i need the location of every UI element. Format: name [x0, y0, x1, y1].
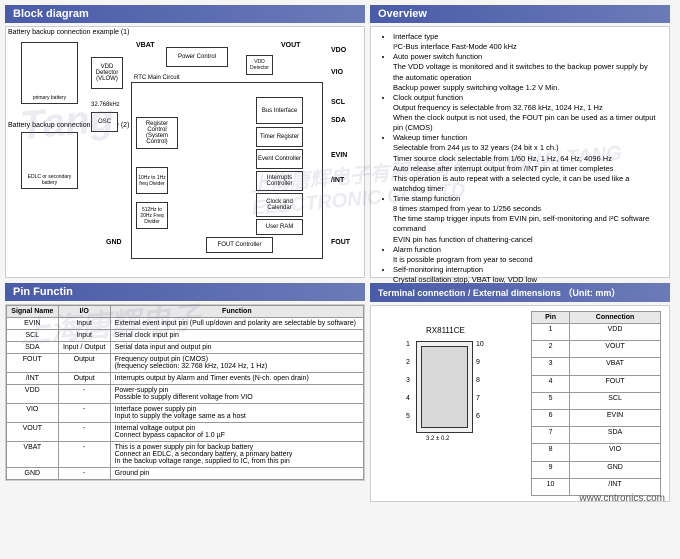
- overview-item: Time stamp function8 times stamped from …: [393, 194, 659, 245]
- pin-header: Pin Functin: [5, 283, 365, 301]
- table-row: 6EVIN: [532, 409, 661, 426]
- table-row: SDAInput / OutputSerial data input and o…: [7, 342, 364, 354]
- table-row: FOUTOutputFrequency output pin (CMOS) (f…: [7, 354, 364, 373]
- table-row: 3VBAT: [532, 358, 661, 375]
- overview-item: Alarm functionIt is possible program fro…: [393, 245, 659, 265]
- clock-cal: Clock and Calendar: [256, 193, 303, 217]
- table-row: EVINInputExternal event input pin (Pull …: [7, 318, 364, 330]
- conn-table: PinConnection 1VDD2VOUT3VBAT4FOUT5SCL6EV…: [531, 311, 661, 496]
- table-row: SCLInputSerial clock input pin: [7, 330, 364, 342]
- overview-panel: Interface typeI²C-Bus interface Fast-Mod…: [370, 26, 670, 278]
- terminal-header: Terminal connection / External dimension…: [370, 283, 670, 302]
- vdet-box: VDD Detector (VLOW): [91, 57, 123, 89]
- block-diagram-panel: Battery backup connection example (1) Ba…: [5, 26, 365, 278]
- table-row: VDD-Power-supply pin Possible to supply …: [7, 385, 364, 404]
- power-control: Power Control: [166, 47, 228, 67]
- footer-url: www.cntronics.com: [579, 493, 665, 504]
- pin-table: Signal NameI/OFunction EVINInputExternal…: [6, 305, 364, 480]
- int-ctrl: Interrupts Controller: [256, 171, 303, 191]
- overview-item: Auto power switch functionThe VDD voltag…: [393, 52, 659, 93]
- table-row: 4FOUT: [532, 375, 661, 392]
- table-row: VBAT-This is a power supply pin for back…: [7, 442, 364, 468]
- terminal-panel: RX8111CE 1 2 3 4 5 10 9 8 7 6 3.2 ± 0.2 …: [370, 305, 670, 502]
- table-row: 8VIO: [532, 444, 661, 461]
- overview-item: Interface typeI²C-Bus interface Fast-Mod…: [393, 32, 659, 52]
- div2: 512Hz to 20Hz Freq Divider: [136, 202, 168, 229]
- table-row: 9GND: [532, 461, 661, 478]
- table-row: 1VDD: [532, 324, 661, 341]
- overview-item: Wakeup timer functionSelectable from 244…: [393, 133, 659, 194]
- battery-ex1: primary battery: [21, 42, 78, 104]
- table-row: VOUT-Internal voltage output pin Connect…: [7, 423, 364, 442]
- event-ctrl: Event Controller: [256, 149, 303, 169]
- user-ram: User RAM: [256, 219, 303, 235]
- bus-if: Bus Interface: [256, 97, 303, 124]
- ex1-label: Battery backup connection example (1): [8, 29, 129, 36]
- overview-header: Overview: [370, 5, 670, 23]
- table-row: /INTOutputInterrupts output by Alarm and…: [7, 373, 364, 385]
- block-header: Block diagram: [5, 5, 365, 23]
- table-row: VIO-Interface power supply pin Input to …: [7, 404, 364, 423]
- table-row: GND-Ground pin: [7, 468, 364, 480]
- fout-ctrl: FOUT Controller: [206, 237, 273, 253]
- overview-item: Clock output functionOutput frequency is…: [393, 93, 659, 134]
- table-row: 5SCL: [532, 392, 661, 409]
- pin-panel: Signal NameI/OFunction EVINInputExternal…: [5, 304, 365, 481]
- timer-reg: Timer Register: [256, 127, 303, 147]
- battery-ex2: EDLC or secondary battery: [21, 132, 78, 189]
- vdd-det2: VDD Detector: [246, 55, 273, 75]
- osc-box: OSC: [91, 112, 118, 132]
- div1: 10Hz to 1Hz freq Divider: [136, 167, 168, 194]
- table-row: 7SDA: [532, 427, 661, 444]
- table-row: 2VOUT: [532, 341, 661, 358]
- chip-diagram: RX8111CE 1 2 3 4 5 10 9 8 7 6 3.2 ± 0.2: [376, 311, 526, 496]
